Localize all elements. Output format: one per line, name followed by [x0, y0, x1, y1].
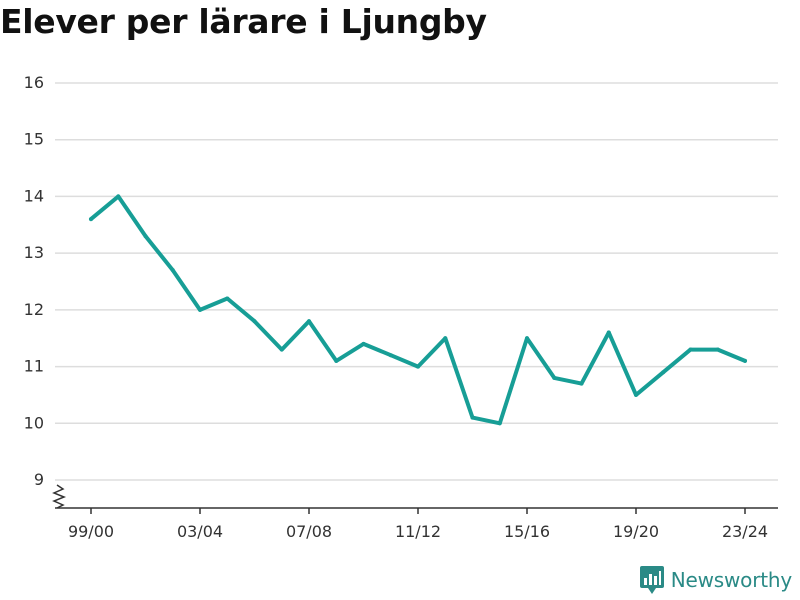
data-point	[416, 364, 420, 369]
data-point	[470, 415, 475, 420]
data-point	[170, 268, 175, 273]
data-point	[388, 353, 393, 358]
x-tick-label: 11/12	[395, 522, 441, 541]
x-tick-label: 03/04	[177, 522, 223, 541]
y-tick-label: 11	[24, 357, 44, 376]
x-tick-label: 19/20	[613, 522, 659, 541]
data-point	[89, 217, 93, 222]
y-axis-ticks: 9 10 11 12 13 14 15 16	[24, 73, 44, 489]
brand-name: Newsworthy	[670, 568, 792, 592]
newsworthy-brand: Newsworthy	[639, 564, 792, 596]
x-tick-label: 23/24	[722, 522, 768, 541]
x-tick-label: 07/08	[286, 522, 332, 541]
x-axis: 99/00 03/04 07/08 11/12 15/16 19/20 23/24	[55, 507, 778, 541]
y-tick-label: 16	[24, 73, 44, 92]
data-point	[525, 336, 529, 341]
data-point	[198, 307, 202, 312]
data-point	[252, 319, 257, 324]
y-tick-label: 12	[24, 300, 44, 319]
data-point	[497, 421, 502, 426]
data-point	[743, 358, 747, 363]
data-point	[334, 358, 339, 363]
data-point	[579, 381, 584, 386]
data-point	[606, 330, 611, 335]
y-axis-break	[52, 484, 67, 509]
data-point	[307, 319, 311, 324]
data-point	[715, 347, 720, 352]
y-tick-label: 14	[24, 186, 44, 205]
axis-break-icon	[52, 484, 67, 509]
x-tick-label: 15/16	[504, 522, 550, 541]
data-point	[443, 336, 448, 341]
x-tick-label: 99/00	[68, 522, 114, 541]
data-point	[279, 347, 284, 352]
page-title: Elever per lärare i Ljungby	[0, 2, 487, 41]
data-point	[116, 194, 121, 199]
data-point	[661, 370, 666, 375]
y-tick-label: 13	[24, 243, 44, 262]
y-tick-label: 15	[24, 130, 44, 149]
data-point	[552, 375, 557, 380]
y-tick-label: 9	[34, 470, 44, 489]
newsworthy-logo-icon	[639, 566, 664, 594]
series-layer	[89, 194, 747, 426]
data-point	[143, 234, 148, 239]
data-point	[634, 392, 638, 397]
grid-lines	[55, 82, 778, 481]
data-point	[225, 296, 230, 301]
data-point	[688, 347, 693, 352]
data-point	[361, 341, 366, 346]
y-tick-label: 10	[24, 413, 44, 432]
